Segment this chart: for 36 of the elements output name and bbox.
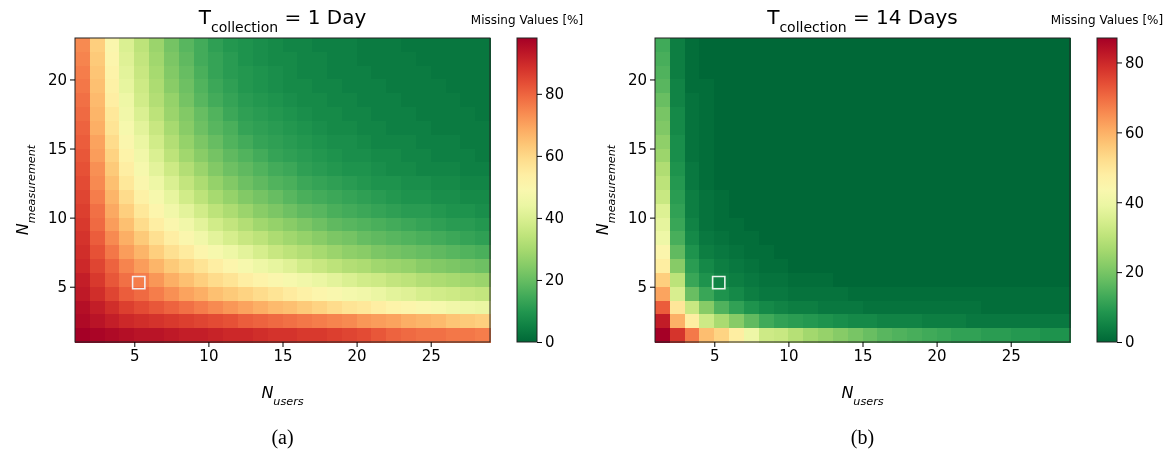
text: (a) — [271, 426, 294, 449]
x-tick-label: 15 — [853, 346, 873, 365]
chart-title: T$_{collection}$ = 14 Days — [766, 5, 958, 35]
x-tick-label: 5 — [130, 346, 140, 365]
color-bar-label: 20 — [545, 271, 565, 290]
y-tick-label: 10 — [47, 208, 67, 227]
color-bar-label: 20 — [1125, 263, 1145, 282]
x-tick-label: 10 — [199, 346, 219, 365]
x-tick-label: 25 — [421, 346, 441, 365]
x-tick-label: 20 — [927, 346, 947, 365]
x-tick-label: 10 — [779, 346, 799, 365]
y-tick-label: 15 — [47, 139, 67, 158]
x-tick-label: 15 — [273, 346, 293, 365]
color-bar-label: 60 — [1125, 123, 1145, 142]
y-tick-label: 20 — [47, 70, 67, 89]
x-axis-title: N$_{users}$ — [261, 383, 304, 408]
y-tick-label: 5 — [637, 278, 647, 297]
x-tick-label: 20 — [347, 346, 367, 365]
x-tick-label: 5 — [710, 346, 720, 365]
color-bar-label: 40 — [545, 209, 565, 228]
y-tick-label: 20 — [627, 70, 647, 89]
y-tick-label: 5 — [57, 278, 67, 297]
y-tick-label: 10 — [627, 208, 647, 227]
color-bar-label: 40 — [1125, 193, 1145, 212]
text: (b) — [850, 426, 875, 449]
y-tick-label: 15 — [627, 139, 647, 158]
x-tick-label: 25 — [1001, 346, 1021, 365]
color-bar-title: Missing Values [%] — [1050, 13, 1164, 27]
color-bar-label: 0 — [1125, 333, 1135, 352]
color-bar-label: 80 — [1125, 53, 1145, 72]
color-bar-title: Missing Values [%] — [470, 13, 584, 27]
chart-title: T$_{collection}$ = 1 Day — [197, 5, 367, 35]
x-axis-title: N$_{users}$ — [841, 383, 884, 408]
color-bar-label: 60 — [545, 147, 565, 166]
color-bar-label: 0 — [545, 333, 555, 352]
color-bar-label: 80 — [545, 85, 565, 104]
